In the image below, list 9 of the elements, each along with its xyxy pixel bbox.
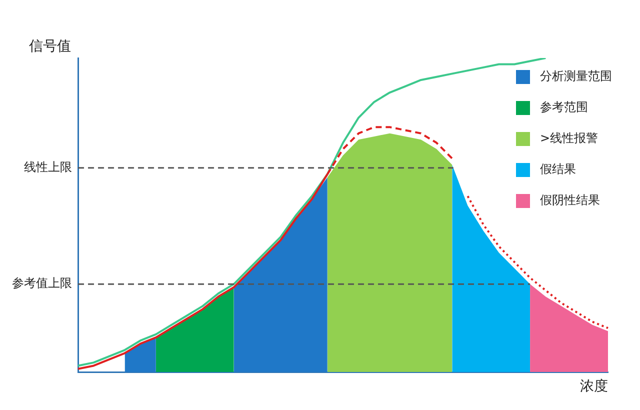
legend-label: 假结果 [540,161,576,178]
ref-line-label: 线性上限 [24,160,72,174]
x-axis-title: 浓度 [580,378,608,395]
y-axis-title: 信号值 [29,38,71,55]
ref-line-label: 参考值上限 [12,276,72,290]
legend-label: 假阴性结果 [540,192,600,209]
legend-label: >线性报警 [540,130,598,147]
legend-label: 分析测量范围 [540,68,612,85]
legend-label: 参考范围 [540,99,588,116]
